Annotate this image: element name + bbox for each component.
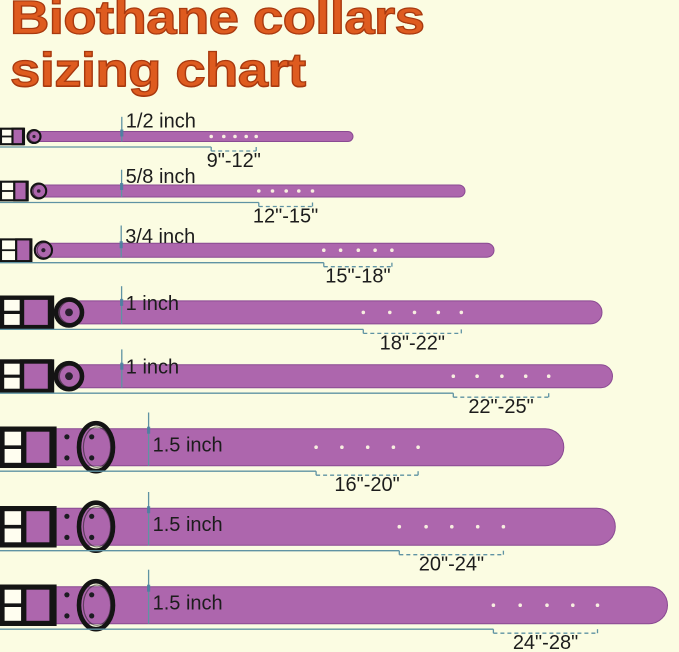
svg-text:18"-22": 18"-22" [380,332,445,354]
svg-text:24"-28": 24"-28" [513,632,578,652]
svg-text:1.5 inch: 1.5 inch [153,514,223,536]
svg-text:12"-15": 12"-15" [253,206,318,228]
svg-text:1 inch: 1 inch [126,293,179,315]
svg-text:1/2 inch: 1/2 inch [126,111,196,133]
svg-text:1.5 inch: 1.5 inch [153,435,223,457]
svg-text:22"-25": 22"-25" [468,396,533,418]
svg-text:1.5 inch: 1.5 inch [153,593,223,615]
svg-text:3/4 inch: 3/4 inch [125,226,195,248]
svg-text:9"-12": 9"-12" [207,150,261,172]
svg-text:1 inch: 1 inch [126,357,179,379]
svg-text:5/8 inch: 5/8 inch [126,166,196,188]
svg-text:16"-20": 16"-20" [334,474,399,496]
svg-text:15"-18": 15"-18" [325,266,390,288]
svg-text:20"-24": 20"-24" [419,554,484,576]
